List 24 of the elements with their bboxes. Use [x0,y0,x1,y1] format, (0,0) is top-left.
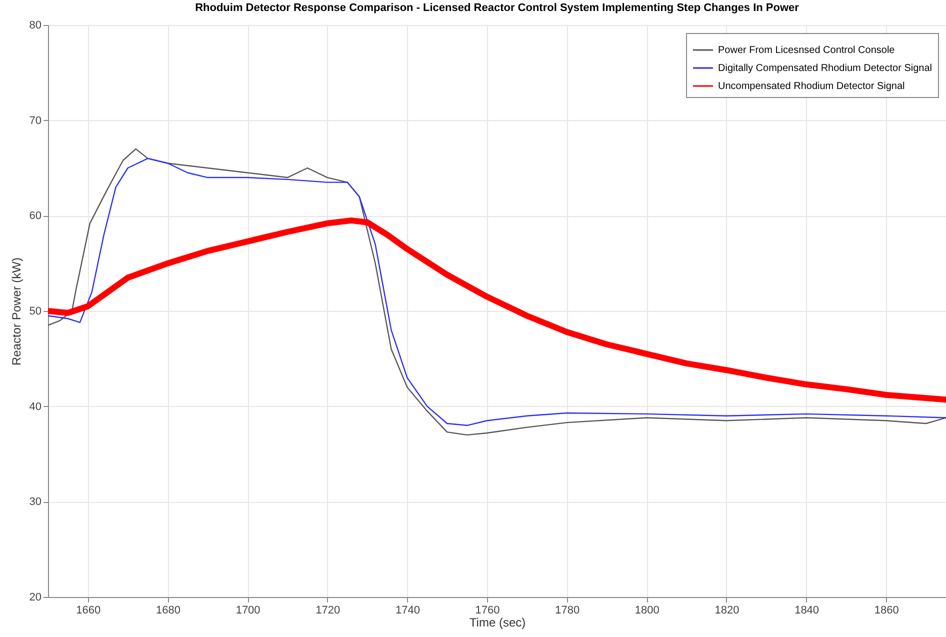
y-tick-label: 20 [29,592,42,604]
x-tick-label: 1720 [316,604,340,616]
y-tick-label: 70 [29,114,42,127]
chart-title: Rhoduim Detector Response Comparison - Licensed Reactor Control System Implementing Step Changes In Power [195,2,800,14]
x-tick-label: 1860 [874,604,899,616]
legend-label: Power From Licesnsed Control Console [718,45,896,56]
y-axis-title: Reactor Power (kW) [9,257,24,366]
x-tick-label: 1780 [555,604,580,616]
x-tick-label: 1840 [794,604,820,616]
x-axis-title: Time (sec) [469,616,526,630]
x-tick-label: 1800 [634,604,660,616]
x-tick-label: 1740 [395,604,420,616]
x-tick-label: 1820 [714,604,740,616]
y-tick-label: 30 [29,496,42,508]
y-tick-label: 40 [29,400,42,413]
y-tick-label: 50 [29,306,42,318]
x-tick-label: 1700 [236,604,260,616]
x-tick-label: 1760 [475,604,500,616]
y-tick-label: 80 [29,20,42,32]
x-tick-label: 1660 [76,604,101,616]
legend-label: Uncompensated Rhodium Detector Signal [718,81,905,92]
x-tick-label: 1680 [156,604,180,616]
y-tick-label: 60 [29,210,42,222]
legend-label: Digitally Compensated Rhodium Detector Signal [718,63,932,74]
